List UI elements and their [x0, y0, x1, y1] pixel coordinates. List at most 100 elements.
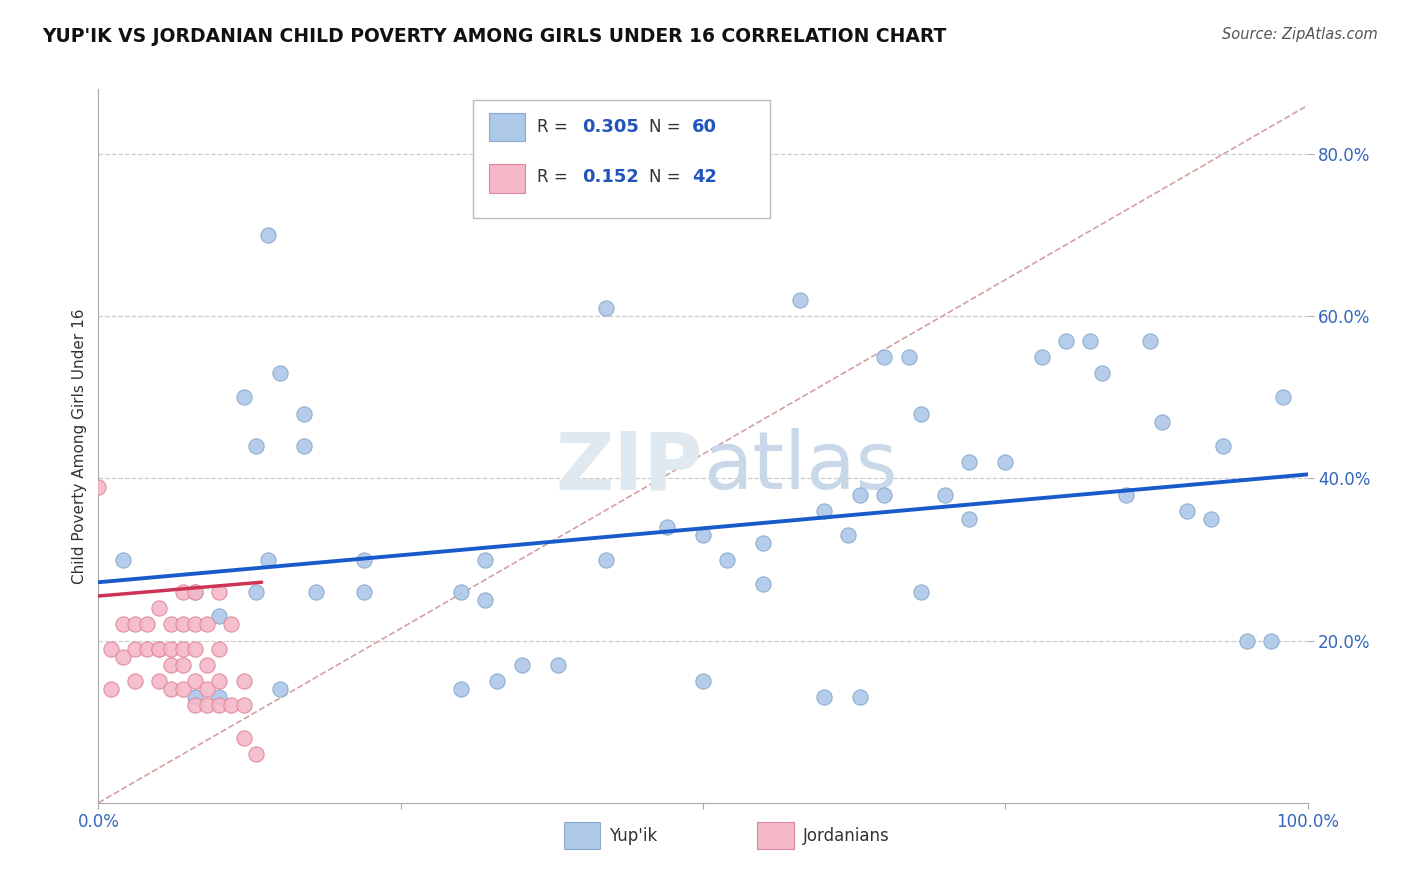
Point: [172, 641, 194, 656]
Point: [221, 617, 243, 632]
Point: [172, 682, 194, 697]
Point: [184, 641, 207, 656]
Text: 42: 42: [692, 168, 717, 186]
Point: [256, 228, 278, 243]
Point: [873, 350, 896, 364]
Point: [1078, 334, 1101, 348]
Point: [595, 552, 617, 566]
Point: [1175, 504, 1198, 518]
Point: [813, 504, 835, 518]
Point: [1152, 415, 1174, 429]
Point: [450, 682, 472, 697]
Point: [510, 657, 533, 672]
Point: [1031, 350, 1053, 364]
Point: [195, 617, 218, 632]
Point: [486, 674, 509, 689]
Text: Source: ZipAtlas.com: Source: ZipAtlas.com: [1222, 27, 1378, 42]
Text: 0.152: 0.152: [582, 168, 638, 186]
Point: [1115, 488, 1137, 502]
Point: [232, 731, 254, 745]
Text: N =: N =: [648, 118, 686, 136]
Point: [124, 641, 146, 656]
Text: Yup'ik: Yup'ik: [609, 827, 657, 845]
Point: [232, 390, 254, 404]
Point: [195, 657, 218, 672]
Point: [305, 585, 328, 599]
Text: 60: 60: [692, 118, 717, 136]
FancyBboxPatch shape: [489, 112, 526, 141]
Point: [148, 601, 170, 615]
Point: [184, 698, 207, 713]
Point: [160, 657, 183, 672]
Point: [184, 585, 207, 599]
Point: [111, 617, 134, 632]
Point: [897, 350, 920, 364]
Point: [160, 682, 183, 697]
Point: [353, 552, 375, 566]
Point: [148, 641, 170, 656]
Point: [752, 536, 775, 550]
Point: [245, 439, 267, 453]
FancyBboxPatch shape: [474, 100, 769, 218]
Point: [124, 617, 146, 632]
Point: [232, 674, 254, 689]
Point: [910, 585, 932, 599]
Point: [292, 439, 315, 453]
Text: R =: R =: [537, 118, 574, 136]
Point: [172, 617, 194, 632]
Point: [124, 674, 146, 689]
FancyBboxPatch shape: [564, 822, 600, 849]
Point: [208, 609, 231, 624]
Point: [292, 407, 315, 421]
Point: [208, 641, 231, 656]
Point: [910, 407, 932, 421]
Point: [692, 528, 714, 542]
FancyBboxPatch shape: [758, 822, 794, 849]
Point: [208, 585, 231, 599]
Point: [221, 698, 243, 713]
Point: [87, 479, 110, 493]
Point: [135, 641, 157, 656]
Text: 0.305: 0.305: [582, 118, 638, 136]
Point: [849, 690, 872, 705]
Point: [1212, 439, 1234, 453]
Point: [934, 488, 956, 502]
Text: ZIP: ZIP: [555, 428, 703, 507]
Point: [1054, 334, 1077, 348]
Point: [873, 488, 896, 502]
Text: Jordanians: Jordanians: [803, 827, 890, 845]
Y-axis label: Child Poverty Among Girls Under 16: Child Poverty Among Girls Under 16: [72, 309, 87, 583]
Point: [245, 585, 267, 599]
Point: [100, 682, 122, 697]
Text: YUP'IK VS JORDANIAN CHILD POVERTY AMONG GIRLS UNDER 16 CORRELATION CHART: YUP'IK VS JORDANIAN CHILD POVERTY AMONG …: [42, 27, 946, 45]
Point: [148, 641, 170, 656]
Point: [1199, 512, 1222, 526]
Point: [716, 552, 738, 566]
Point: [172, 585, 194, 599]
Point: [837, 528, 859, 542]
Point: [789, 293, 811, 307]
Point: [474, 552, 496, 566]
FancyBboxPatch shape: [489, 164, 526, 193]
Point: [1236, 633, 1258, 648]
Point: [148, 674, 170, 689]
Point: [208, 674, 231, 689]
Text: R =: R =: [537, 168, 574, 186]
Point: [595, 301, 617, 315]
Point: [692, 674, 714, 689]
Point: [111, 649, 134, 664]
Point: [269, 366, 291, 380]
Point: [752, 577, 775, 591]
Point: [994, 455, 1017, 469]
Point: [269, 682, 291, 697]
Point: [195, 698, 218, 713]
Point: [184, 690, 207, 705]
Point: [957, 455, 980, 469]
Point: [474, 593, 496, 607]
Point: [184, 585, 207, 599]
Text: N =: N =: [648, 168, 686, 186]
Point: [184, 674, 207, 689]
Point: [111, 552, 134, 566]
Point: [195, 682, 218, 697]
Point: [208, 698, 231, 713]
